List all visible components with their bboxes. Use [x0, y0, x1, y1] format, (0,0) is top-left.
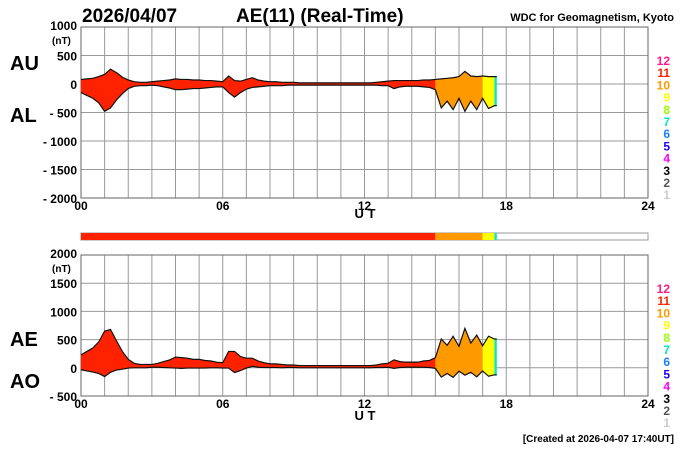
data-area-level-9 [482, 336, 495, 377]
legend-level-10: 10 [657, 78, 671, 92]
y-tick-label: 1000 [50, 19, 77, 33]
series-line-au [80, 68, 497, 84]
data-area-level-7 [494, 339, 497, 375]
legend-level-2: 2 [663, 404, 670, 418]
legend-level-5: 5 [663, 139, 670, 153]
y-tick-label: - 500 [50, 390, 78, 404]
chart-title: AE(11) (Real-Time) [236, 6, 404, 27]
unit-label-bottom: (nT) [52, 264, 71, 275]
legend-level-12: 12 [657, 54, 671, 68]
ao-label: AO [10, 371, 40, 393]
x-tick-label: 12 [358, 397, 372, 411]
legend-level-3: 3 [663, 164, 670, 178]
y-tick-label: - 2000 [43, 192, 77, 206]
y-tick-label: - 500 [50, 107, 78, 121]
y-tick-label: 0 [70, 78, 77, 92]
series-line-ae [80, 326, 497, 367]
al-label: AL [10, 105, 37, 127]
y-tick-label: 500 [57, 334, 77, 348]
legend-level-9: 9 [663, 91, 670, 105]
x-tick-label: 06 [216, 199, 230, 213]
x-tick-label: 24 [641, 199, 655, 213]
legend-level-1: 1 [663, 188, 670, 202]
data-area-level-7 [494, 76, 497, 106]
series-line-al [80, 84, 497, 113]
legend-level-12: 12 [657, 282, 671, 296]
legend-level-10: 10 [657, 306, 671, 320]
date-title: 2026/04/07 [82, 6, 177, 27]
legend-level-4: 4 [663, 152, 670, 166]
unit-label-top: (nT) [52, 36, 71, 47]
plot-frame [80, 26, 649, 199]
coverage-segment-level-11 [81, 233, 436, 240]
data-area-level-11 [81, 329, 436, 377]
y-tick-label: - 1000 [43, 135, 77, 149]
x-axis-title-bottom: U T [355, 408, 376, 423]
x-tick-label: 00 [74, 397, 88, 411]
x-tick-label: 00 [74, 199, 88, 213]
plot-frame [80, 254, 649, 397]
x-tick-label: 12 [358, 199, 372, 213]
legend-level-11: 11 [657, 66, 670, 80]
x-tick-label: 18 [500, 397, 514, 411]
coverage-segment-level-7 [494, 233, 497, 240]
legend-level-4: 4 [663, 380, 670, 394]
x-tick-label: 18 [500, 199, 514, 213]
legend-level-11: 11 [657, 294, 670, 308]
source-label: WDC for Geomagnetism, Kyoto [510, 12, 674, 24]
legend-level-8: 8 [663, 103, 670, 117]
x-tick-label: 24 [641, 397, 655, 411]
x-tick-label: 06 [216, 397, 230, 411]
data-area-level-9 [482, 76, 495, 109]
y-tick-label: 2000 [50, 247, 77, 261]
legend-level-3: 3 [663, 392, 670, 406]
y-tick-label: 500 [57, 50, 77, 64]
legend-level-5: 5 [663, 367, 670, 381]
x-axis-title-top: U T [355, 206, 376, 221]
au-label: AU [10, 53, 39, 75]
y-tick-label: 1500 [50, 277, 77, 291]
legend-level-9: 9 [663, 319, 670, 333]
data-area-level-10 [435, 71, 483, 112]
legend-level-6: 6 [663, 127, 670, 141]
coverage-segment-level-10 [435, 233, 483, 240]
data-area-level-11 [81, 69, 436, 112]
legend-level-2: 2 [663, 176, 670, 190]
data-area-level-10 [435, 328, 483, 378]
legend-level-7: 7 [663, 343, 670, 357]
legend-level-1: 1 [663, 416, 670, 430]
created-timestamp: [Created at 2026-04-07 17:40UT] [523, 434, 674, 445]
legend-level-7: 7 [663, 115, 670, 129]
y-tick-label: 0 [70, 362, 77, 376]
y-tick-label: 1000 [50, 305, 77, 319]
y-tick-label: - 1500 [43, 164, 77, 178]
legend-level-6: 6 [663, 355, 670, 369]
legend-level-8: 8 [663, 331, 670, 345]
ae-label: AE [10, 329, 38, 351]
coverage-segment-level-9 [482, 233, 495, 240]
series-line-ao [80, 365, 497, 379]
